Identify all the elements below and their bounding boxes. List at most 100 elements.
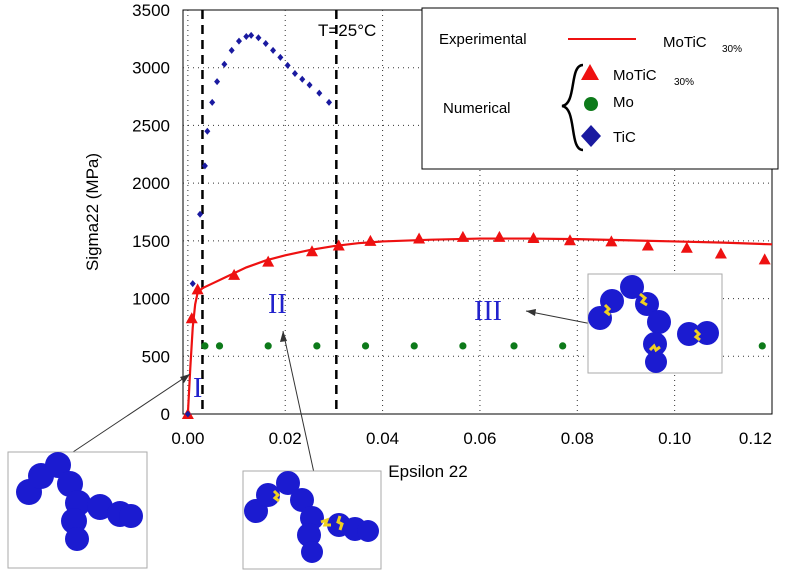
data-point xyxy=(255,34,262,42)
series-triangle xyxy=(181,230,771,419)
data-point xyxy=(248,31,255,39)
inset-region-iii xyxy=(587,273,723,374)
legend-diamond-marker xyxy=(581,125,601,147)
data-point xyxy=(262,255,275,267)
data-point xyxy=(228,268,241,280)
data-point xyxy=(284,61,291,69)
inset-iii-particles xyxy=(588,275,719,373)
data-point xyxy=(228,46,235,54)
temperature-label: T=25°C xyxy=(318,21,376,40)
data-point xyxy=(605,235,618,247)
data-point xyxy=(456,230,469,242)
data-point xyxy=(221,60,228,68)
data-point xyxy=(191,283,204,295)
pointer-region-ii-head xyxy=(280,331,287,342)
region-label-iii: III xyxy=(474,296,502,327)
data-point xyxy=(410,342,418,350)
data-point xyxy=(185,312,198,324)
y-tick-label: 1500 xyxy=(132,232,170,251)
data-point xyxy=(264,342,272,350)
legend-numerical-label: Numerical xyxy=(443,100,511,117)
data-point xyxy=(758,253,771,265)
data-point xyxy=(277,53,284,61)
y-tick-label: 2000 xyxy=(132,174,170,193)
data-point xyxy=(332,239,345,251)
x-tick-label: 0.06 xyxy=(463,429,496,448)
data-point xyxy=(189,280,196,288)
x-axis-ticks: 0.00 0.02 0.04 0.06 0.08 0.10 0.12 xyxy=(171,429,772,448)
data-point xyxy=(235,37,242,45)
data-point xyxy=(527,231,540,243)
data-point xyxy=(459,342,467,350)
data-point xyxy=(270,46,277,54)
data-point xyxy=(316,89,323,97)
region-label-ii: II xyxy=(268,289,287,320)
data-point xyxy=(243,33,250,41)
y-tick-label: 500 xyxy=(142,347,170,366)
legend-brace xyxy=(561,63,584,152)
legend-experimental-series: MoTiC xyxy=(663,34,707,51)
legend-box xyxy=(421,7,779,170)
legend-motic-sub: 30% xyxy=(674,77,694,88)
data-point xyxy=(758,342,766,350)
data-point xyxy=(563,234,576,246)
data-point xyxy=(326,98,333,106)
pointer-region-i-head xyxy=(180,374,190,383)
x-tick-label: 0.10 xyxy=(658,429,691,448)
y-axis-ticks: 0 500 1000 1500 2000 2500 3000 3500 xyxy=(132,1,170,424)
data-point xyxy=(413,232,426,244)
legend-tic-label: TiC xyxy=(613,129,636,146)
data-point xyxy=(215,342,224,350)
data-point xyxy=(493,230,506,242)
data-point xyxy=(291,69,298,77)
data-point xyxy=(714,247,727,259)
inset-ii-cracks xyxy=(272,489,344,531)
pointer-region-i xyxy=(72,373,191,453)
x-tick-label: 0.04 xyxy=(366,429,399,448)
data-point xyxy=(306,81,313,89)
pointer-region-ii xyxy=(282,330,317,483)
data-point xyxy=(641,239,654,251)
legend-motic-label: MoTiC xyxy=(613,67,657,84)
inset-region-ii xyxy=(242,470,382,570)
y-tick-label: 0 xyxy=(161,405,170,424)
data-point xyxy=(510,342,518,350)
data-point xyxy=(209,98,216,106)
data-point xyxy=(680,241,693,253)
data-point xyxy=(559,342,567,350)
data-point xyxy=(262,39,269,47)
region-label-i: I xyxy=(193,373,202,404)
x-tick-label: 0.12 xyxy=(739,429,772,448)
y-tick-label: 3500 xyxy=(132,1,170,20)
legend-mo-label: Mo xyxy=(613,94,634,111)
inset-ii-particles xyxy=(244,471,379,563)
y-axis-title: Sigma22 (MPa) xyxy=(83,153,102,271)
series-diamond xyxy=(184,31,333,418)
data-point xyxy=(364,234,377,246)
pointer-region-iii-head xyxy=(526,309,536,316)
pointer-region-iii xyxy=(525,310,598,326)
legend-triangle-marker xyxy=(581,64,599,80)
legend-circle-marker xyxy=(584,97,598,111)
data-point xyxy=(201,162,208,170)
x-axis-title: Epsilon 22 xyxy=(388,462,467,481)
data-point xyxy=(214,78,221,86)
x-tick-label: 0.00 xyxy=(171,429,204,448)
data-point xyxy=(197,210,204,218)
data-point xyxy=(201,342,209,350)
inset-region-i xyxy=(7,451,148,569)
data-point xyxy=(299,75,306,83)
inset-iii-cracks xyxy=(603,292,702,353)
legend-experimental-sub: 30% xyxy=(722,44,742,55)
data-point xyxy=(361,342,370,350)
y-tick-label: 3000 xyxy=(132,59,170,78)
legend: Experimental MoTiC 30% Numerical MoTiC 3… xyxy=(421,7,779,170)
data-point xyxy=(184,410,191,418)
data-series xyxy=(181,31,773,419)
legend-experimental-label: Experimental xyxy=(439,31,527,48)
x-tick-label: 0.02 xyxy=(269,429,302,448)
data-point xyxy=(313,342,321,350)
data-point xyxy=(204,127,211,135)
data-point xyxy=(305,245,318,257)
